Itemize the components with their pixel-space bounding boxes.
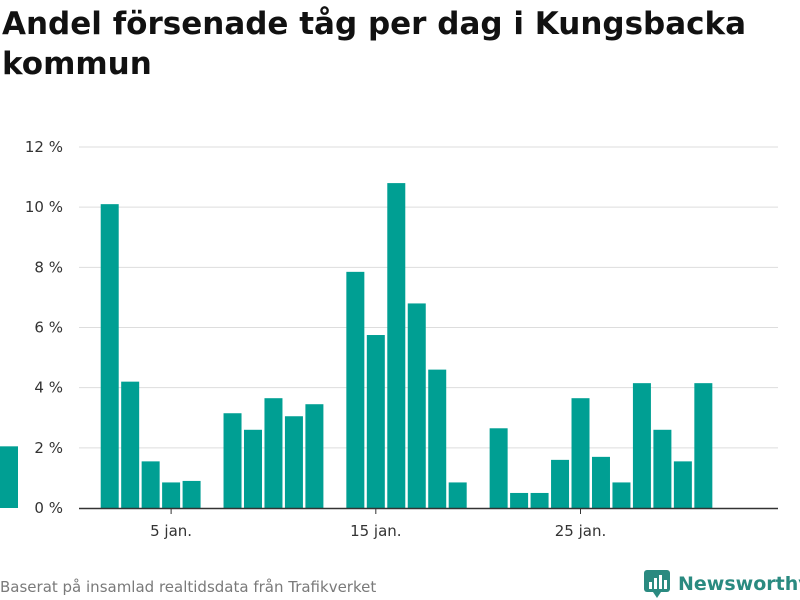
bar [632, 383, 651, 508]
bar [346, 271, 365, 508]
bar [551, 459, 570, 508]
bar [530, 492, 549, 508]
bar [305, 404, 324, 508]
bar [653, 429, 672, 508]
bar [387, 183, 406, 508]
bar [243, 429, 262, 508]
bar [489, 428, 508, 508]
x-tick-label: 15 jan. [350, 522, 402, 540]
bar [407, 303, 426, 508]
bar [141, 461, 160, 508]
bar [162, 482, 181, 508]
bar [100, 204, 119, 509]
y-tick-label: 0 % [34, 499, 63, 517]
bar [264, 398, 283, 508]
bar [673, 461, 692, 508]
y-tick-label: 6 % [34, 319, 63, 337]
bar [510, 492, 529, 508]
chart-title: Andel försenade tåg per dag i Kungsbacka… [2, 6, 747, 82]
bar [612, 482, 631, 508]
bar-chart: 0 % 2 % 4 % 6 % 8 % 10 % 12 % 5 jan. 15 jan. 25 j… [0, 138, 778, 540]
bar [571, 398, 590, 508]
y-tick-label: 2 % [34, 439, 63, 457]
y-tick-label: 12 % [25, 138, 63, 156]
bar [284, 416, 303, 508]
bar [121, 381, 140, 508]
y-tick-label: 8 % [34, 258, 63, 276]
bar [591, 456, 610, 508]
x-tick-label: 25 jan. [555, 522, 607, 540]
source-note: Baserat på insamlad realtidsdata från Tr… [0, 578, 377, 596]
bar [182, 480, 201, 508]
bar [448, 482, 467, 508]
bar [366, 335, 385, 508]
brand-name: Newsworthy [678, 573, 800, 595]
y-tick-label: 10 % [25, 198, 63, 216]
bar [0, 446, 18, 508]
bar [428, 369, 447, 508]
newsworthy-brand[interactable]: Newsworthy [644, 570, 800, 598]
bar [694, 383, 713, 508]
bar [223, 413, 242, 508]
y-tick-label: 4 % [34, 379, 63, 397]
newsworthy-logo-icon [644, 570, 670, 598]
x-tick-label: 5 jan. [150, 522, 192, 540]
